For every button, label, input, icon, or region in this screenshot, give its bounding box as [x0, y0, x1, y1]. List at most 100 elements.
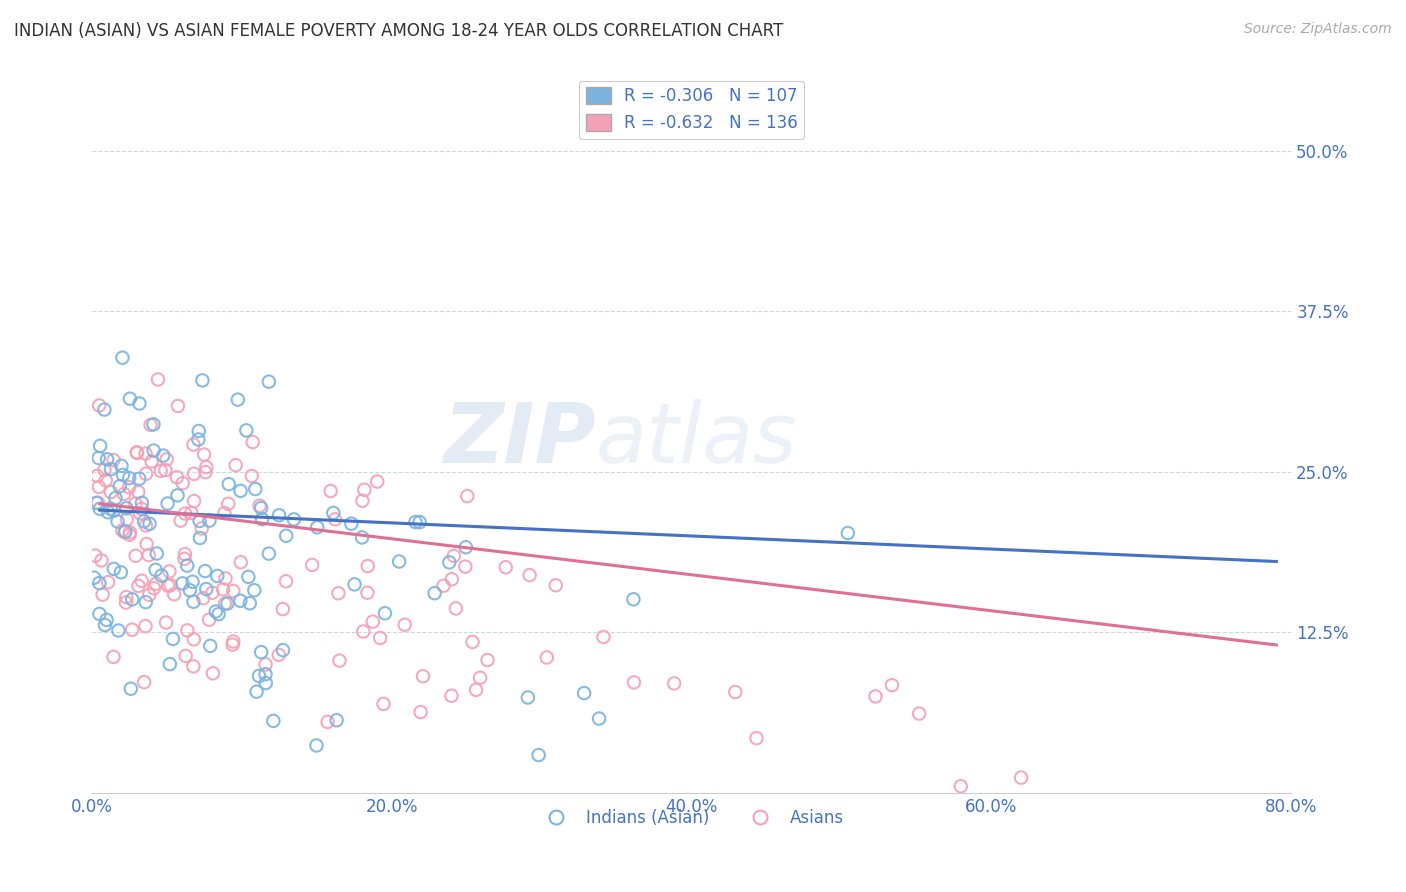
Point [439, 555, 461, 569]
Point [96, 613, 118, 627]
Point [128, 472, 150, 486]
Point [204, 605, 226, 619]
Point [127, 485, 149, 500]
Point [352, 624, 374, 639]
Point [183, 659, 205, 673]
Point [368, 631, 391, 645]
Point [94, 618, 117, 632]
Point [588, 712, 610, 726]
Point [194, 465, 217, 479]
Point [187, 433, 209, 447]
Point [128, 396, 150, 410]
Point [162, 632, 184, 646]
Point [468, 671, 491, 685]
Point [527, 747, 550, 762]
Point [112, 487, 135, 501]
Point [408, 515, 430, 529]
Point [84, 549, 107, 563]
Point [131, 496, 153, 510]
Point [226, 392, 249, 407]
Legend: Indians (Asian), Asians: Indians (Asian), Asians [533, 803, 851, 834]
Point [276, 529, 298, 543]
Point [138, 516, 160, 531]
Point [176, 624, 198, 638]
Point [132, 514, 155, 528]
Point [880, 678, 903, 692]
Point [131, 574, 153, 588]
Point [100, 485, 122, 500]
Point [114, 525, 136, 540]
Point [242, 435, 264, 450]
Point [214, 597, 236, 611]
Point [200, 639, 222, 653]
Point [103, 562, 125, 576]
Point [172, 476, 194, 491]
Point [212, 582, 235, 597]
Point [217, 597, 239, 611]
Point [325, 713, 347, 727]
Point [163, 587, 186, 601]
Point [89, 501, 111, 516]
Point [149, 464, 172, 478]
Point [172, 576, 194, 591]
Point [156, 496, 179, 510]
Point [198, 613, 221, 627]
Point [121, 592, 143, 607]
Point [1010, 771, 1032, 785]
Text: Source: ZipAtlas.com: Source: ZipAtlas.com [1244, 22, 1392, 37]
Point [166, 488, 188, 502]
Point [412, 669, 434, 683]
Point [353, 483, 375, 497]
Point [745, 731, 768, 746]
Point [118, 528, 141, 542]
Point [207, 607, 229, 622]
Point [190, 521, 212, 535]
Point [356, 585, 378, 599]
Point [340, 516, 363, 531]
Point [198, 514, 221, 528]
Point [222, 584, 245, 599]
Point [245, 684, 267, 698]
Point [107, 515, 129, 529]
Point [440, 572, 463, 586]
Point [159, 565, 181, 579]
Point [188, 531, 211, 545]
Point [145, 547, 167, 561]
Point [173, 552, 195, 566]
Point [138, 588, 160, 602]
Point [94, 473, 117, 487]
Point [516, 690, 538, 705]
Point [131, 501, 153, 516]
Point [247, 669, 270, 683]
Point [328, 586, 350, 600]
Point [250, 500, 273, 515]
Point [89, 576, 111, 591]
Point [865, 690, 887, 704]
Point [461, 635, 484, 649]
Point [129, 506, 152, 520]
Text: INDIAN (ASIAN) VS ASIAN FEMALE POVERTY AMONG 18-24 YEAR OLDS CORRELATION CHART: INDIAN (ASIAN) VS ASIAN FEMALE POVERTY A… [14, 22, 783, 40]
Point [218, 477, 240, 491]
Point [135, 447, 157, 461]
Point [319, 483, 342, 498]
Point [245, 482, 267, 496]
Point [214, 572, 236, 586]
Point [90, 553, 112, 567]
Text: atlas: atlas [596, 399, 797, 480]
Point [301, 558, 323, 572]
Point [283, 512, 305, 526]
Point [118, 480, 141, 494]
Point [142, 443, 165, 458]
Point [229, 555, 252, 569]
Point [134, 675, 156, 690]
Point [118, 525, 141, 540]
Point [572, 686, 595, 700]
Point [103, 453, 125, 467]
Point [145, 576, 167, 591]
Point [271, 602, 294, 616]
Point [195, 460, 218, 475]
Point [159, 578, 181, 592]
Text: ZIP: ZIP [443, 399, 596, 480]
Point [183, 437, 205, 451]
Point [456, 489, 478, 503]
